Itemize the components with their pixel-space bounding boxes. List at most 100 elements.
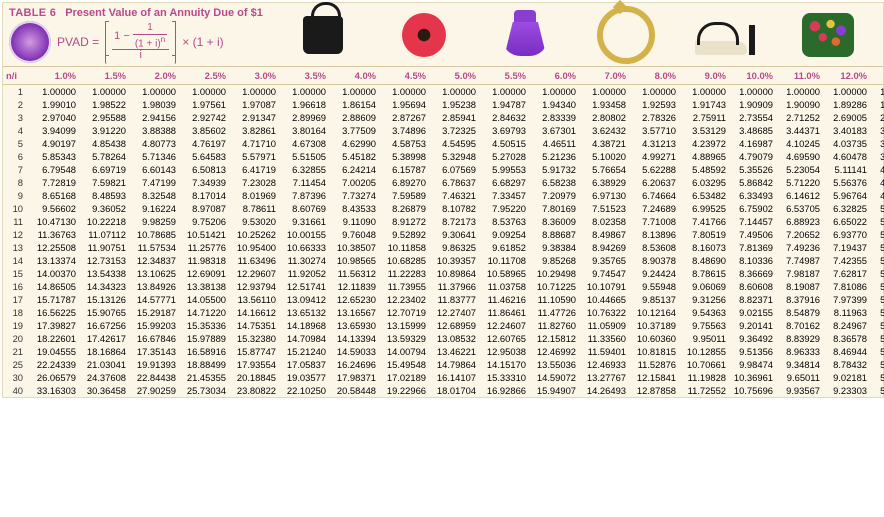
formula-brackets: 1 − 1 (1 + i)n i [105, 21, 176, 64]
table-row: 1715.7178715.1312614.5777114.0550013.561… [3, 293, 884, 306]
cell-value: 2.92742 [179, 111, 229, 124]
cell-value: 22.84438 [129, 371, 179, 384]
cell-value: 4.50515 [479, 137, 529, 150]
cell-value: 7.97399 [823, 293, 870, 306]
cell-value: 4.83716 [870, 189, 884, 202]
col-rate: 8.0% [629, 66, 679, 84]
cell-value: 5.91732 [529, 163, 579, 176]
cell-value: 1.00000 [479, 84, 529, 98]
table-row: 2522.2433921.0304119.9139318.8849917.935… [3, 358, 884, 371]
ring-image [586, 5, 666, 65]
cell-value: 8.02358 [579, 215, 629, 228]
cell-value: 8.36578 [823, 332, 870, 345]
cell-value: 12.95038 [479, 345, 529, 358]
cell-value: 6.79548 [29, 163, 79, 176]
cell-value: 11.56312 [329, 267, 379, 280]
cell-value: 7.14457 [729, 215, 776, 228]
cell-value: 17.05837 [279, 358, 329, 371]
table-row: 2119.0455518.1686417.3514316.5891615.877… [3, 345, 884, 358]
table-row: 11.000001.000001.000001.000001.000001.00… [3, 84, 884, 98]
cell-value: 9.09254 [479, 228, 529, 241]
cell-value: 9.76048 [329, 228, 379, 241]
cell-value: 11.63496 [229, 254, 279, 267]
cell-value: 6.53705 [776, 202, 823, 215]
cell-value: 10.11858 [379, 241, 429, 254]
cell-value: 5.21236 [529, 150, 579, 163]
cell-value: 17.39827 [29, 319, 79, 332]
cell-value: 1.00000 [29, 84, 79, 98]
cell-value: 2.91347 [229, 111, 279, 124]
cell-value: 6.15787 [379, 163, 429, 176]
cell-value: 14.00794 [379, 345, 429, 358]
table-row: 87.728197.598217.471997.349397.230287.11… [3, 176, 884, 189]
col-rate: 1.0% [29, 66, 79, 84]
cell-value: 8.88687 [529, 228, 579, 241]
cell-value: 9.95011 [679, 332, 729, 345]
cell-value: 14.18968 [279, 319, 329, 332]
cell-value: 8.78611 [229, 202, 279, 215]
cell-value: 14.59033 [329, 345, 379, 358]
cell-value: 17.02189 [379, 371, 429, 384]
cell-value: 3.57710 [629, 124, 679, 137]
cell-value: 2.78326 [629, 111, 679, 124]
cell-value: 5.57971 [229, 150, 279, 163]
cell-value: 8.60608 [729, 280, 776, 293]
cell-value: 2.83339 [529, 111, 579, 124]
cell-value: 11.98318 [179, 254, 229, 267]
cell-value: 14.75351 [229, 319, 279, 332]
cell-value: 6.68297 [479, 176, 529, 189]
cell-value: 9.55948 [629, 280, 679, 293]
cell-value: 12.65230 [329, 293, 379, 306]
cell-value: 6.53482 [679, 189, 729, 202]
cell-value: 12.93794 [229, 280, 279, 293]
cell-value: 6.58238 [529, 176, 579, 189]
cell-value: 8.70162 [776, 319, 823, 332]
cell-value: 12.25508 [29, 241, 79, 254]
cell-value: 5.61057 [870, 267, 884, 280]
cell-value: 15.21240 [279, 345, 329, 358]
cell-value: 3.48685 [729, 124, 776, 137]
cell-value: 15.71787 [29, 293, 79, 306]
cell-value: 10.29498 [529, 267, 579, 280]
cell-value: 7.49236 [776, 241, 823, 254]
cell-value: 12.15841 [629, 371, 679, 384]
cell-value: 6.93770 [823, 228, 870, 241]
cell-value: 7.11454 [279, 176, 329, 189]
cell-value: 4.76197 [179, 137, 229, 150]
cell-value: 4.31213 [629, 137, 679, 150]
cell-value: 3.67301 [529, 124, 579, 137]
cell-value: 14.26493 [579, 384, 629, 397]
cell-value: 4.60459 [870, 176, 884, 189]
cell-value: 8.53608 [629, 241, 679, 254]
cell-value: 8.24967 [823, 319, 870, 332]
cell-value: 7.00205 [329, 176, 379, 189]
cell-value: 15.35336 [179, 319, 229, 332]
cell-value: 6.69719 [79, 163, 129, 176]
cell-value: 1.99010 [29, 98, 79, 111]
cell-value: 11.86461 [479, 306, 529, 319]
col-rate: 11.0% [776, 66, 823, 84]
cell-value: 1.92593 [629, 98, 679, 111]
cell-value: 13.27767 [579, 371, 629, 384]
cell-value: 7.41766 [679, 215, 729, 228]
cell-value: 4.16987 [729, 137, 776, 150]
cell-value: 15.33310 [479, 371, 529, 384]
cell-value: 1.95238 [429, 98, 479, 111]
cell-value: 4.10245 [776, 137, 823, 150]
table-row: 1211.3676311.0711210.7868510.5142110.252… [3, 228, 884, 241]
bouquet-image [788, 5, 868, 65]
col-rate: 3.0% [229, 66, 279, 84]
cell-n: 16 [3, 280, 29, 293]
cell-value: 1.91743 [679, 98, 729, 111]
cell-value: 9.51356 [729, 345, 776, 358]
cell-value: 4.69590 [776, 150, 823, 163]
cell-value: 4.67308 [279, 137, 329, 150]
cell-value: 10.12855 [679, 345, 729, 358]
cell-value: 24.37608 [79, 371, 129, 384]
table-row: 32.970402.955882.941562.927422.913472.89… [3, 111, 884, 124]
cell-value: 7.51523 [579, 202, 629, 215]
cell-value: 1.00000 [129, 84, 179, 98]
cell-value: 1.83333 [870, 98, 884, 111]
table-row: 54.901974.854384.807734.761974.717104.67… [3, 137, 884, 150]
cell-value: 8.96333 [776, 345, 823, 358]
